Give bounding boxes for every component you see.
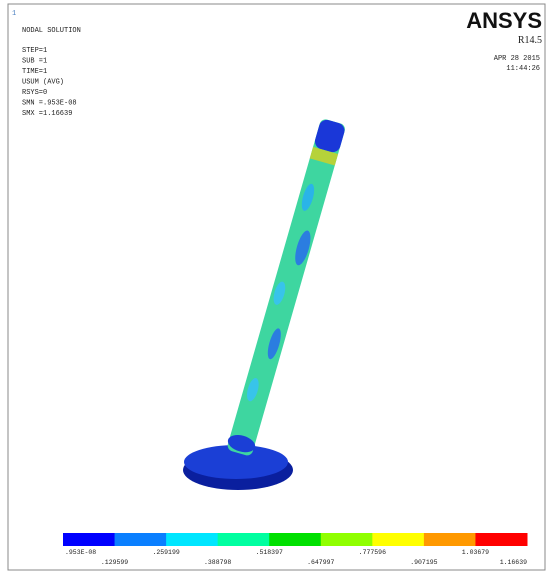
legend-swatch [166,533,218,546]
legend-label: .777596 [359,549,386,556]
page: {"header": {"window_number": "1", "title… [0,0,551,579]
info-line: USUM (AVG) [22,79,64,87]
legend-label: .388798 [204,559,231,566]
result-view: 1 NODAL SOLUTION STEP=1 SUB =1 TIME=1 USUM … [0,0,551,579]
legend-label: .647997 [307,559,334,566]
legend-label: .907195 [410,559,437,566]
legend-swatch [269,533,321,546]
legend-label: .259199 [152,549,179,556]
legend-swatch [218,533,270,546]
legend-swatch [321,533,373,546]
legend-swatch [424,533,476,546]
legend-label: .953E-08 [65,549,96,556]
info-line: SMX =1.16639 [22,110,72,118]
legend-label: .129599 [101,559,128,566]
info-line: RSYS=0 [22,89,47,97]
info-line: SUB =1 [22,58,47,66]
plot-title: NODAL SOLUTION [22,27,81,35]
info-line: TIME=1 [22,68,47,76]
legend-swatch [475,533,527,546]
legend-label: 1.16639 [500,559,527,566]
legend-swatch [63,533,115,546]
legend-label: 1.03679 [462,549,489,556]
legend-swatch [115,533,167,546]
info-line: STEP=1 [22,47,47,55]
window-number: 1 [12,10,16,18]
time: 11:44:26 [506,65,540,73]
legend-swatch [372,533,424,546]
legend-label: .518397 [256,549,283,556]
brand-name: ANSYS [466,8,542,33]
info-line: SMN =.953E-08 [22,100,77,108]
release: R14.5 [518,35,542,46]
date: APR 28 2015 [494,55,540,63]
